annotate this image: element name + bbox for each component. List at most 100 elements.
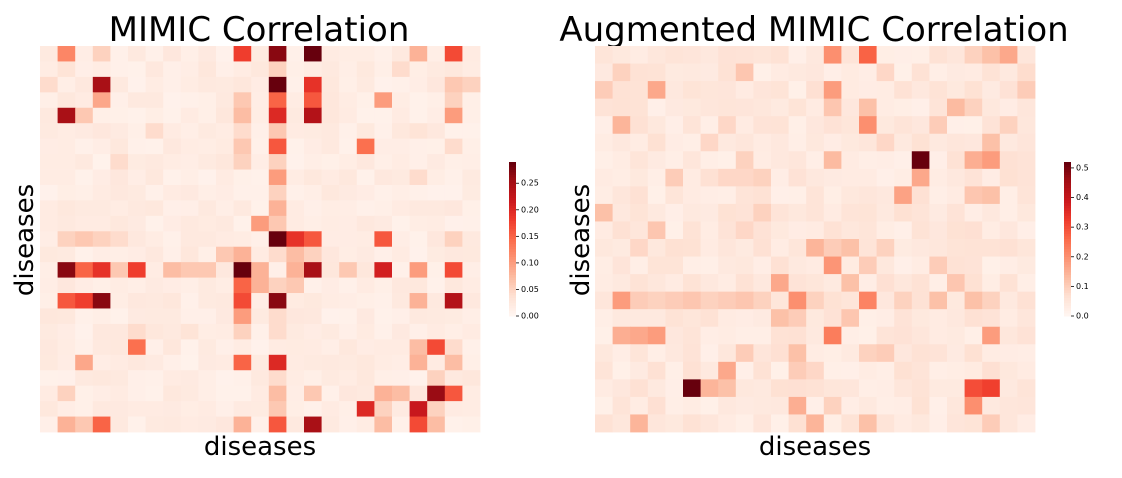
heatmap-cell [982,274,1001,293]
colorbar-segment [1064,241,1071,245]
heatmap-cell [841,344,860,363]
heatmap-cell [339,184,358,201]
heatmap-cell [356,385,375,402]
heatmap-cell [964,379,983,398]
heatmap-cell [92,370,111,387]
heatmap-cell [268,262,287,278]
heatmap-cell [841,203,860,222]
heatmap-cell [180,92,199,109]
heatmap-cell [929,414,948,433]
heatmap-cell [268,184,287,201]
heatmap-cell [771,256,789,275]
heatmap-cell [110,401,129,417]
heatmap-cell [683,151,701,170]
colorbar-segment [509,177,516,181]
heatmap-cell [392,76,410,93]
heatmap-cell [683,379,701,398]
x-axis-label: diseases [204,432,316,462]
heatmap-cell [180,385,199,402]
heatmap-cell [374,339,393,356]
heatmap-cell [356,138,375,155]
heatmap-cell [929,309,948,328]
heatmap-cell [198,293,217,309]
heatmap-cell [75,138,94,155]
heatmap-cell [612,239,631,257]
colorbar-tick-label: 0.1 [1076,282,1089,291]
heatmap-cell [110,370,129,387]
heatmap-cell [683,63,701,82]
heatmap-cell [841,274,860,293]
heatmap-cell [180,138,199,155]
heatmap-cell [894,274,913,293]
heatmap-cell [40,76,58,93]
heatmap-cell [128,323,146,340]
heatmap-cell [304,184,322,201]
heatmap-cell [647,151,666,170]
heatmap-cell [735,379,754,398]
heatmap-cell [110,76,129,93]
heatmap-cell [409,401,428,417]
heatmap-cell [859,133,877,152]
heatmap-cell [356,123,375,140]
colorbar-segment [1064,172,1071,176]
heatmap-cell [462,277,481,294]
heatmap-cell [700,326,719,345]
heatmap-cell [859,186,877,205]
heatmap-cell [339,200,358,217]
heatmap-cell [788,46,807,64]
heatmap-cell [321,416,340,433]
heatmap-cell [286,339,305,356]
heatmap-cell [876,151,895,170]
heatmap-cell [823,46,842,64]
y-axis-label: diseases [566,184,596,296]
heatmap-cell [198,308,217,325]
heatmap-cell [321,385,340,402]
colorbar-segment [1064,308,1071,312]
heatmap-cell [630,133,649,152]
heatmap-cell [771,379,789,398]
heatmap-cell [374,293,393,309]
heatmap-cell [700,98,719,117]
heatmap-cell [683,256,701,275]
colorbar-segment [1064,223,1071,227]
heatmap-cell [859,116,877,135]
heatmap-cell [427,339,446,356]
heatmap-cell [947,133,965,152]
heatmap-cell [665,361,684,380]
heatmap-cell [947,326,965,345]
heatmap-cell [392,61,410,78]
heatmap-cell [947,98,965,117]
heatmap-cell [964,63,983,82]
heatmap-cell [683,186,701,205]
heatmap-cell [612,133,631,152]
heatmap-cell [841,46,860,64]
heatmap-cell [198,277,217,294]
heatmap-cell [427,123,446,140]
heatmap-cell [145,107,164,124]
heatmap-cell [321,92,340,109]
heatmap-cell [339,231,358,248]
heatmap-cell [894,379,913,398]
heatmap-cell [718,151,737,170]
heatmap-cell [251,169,270,186]
heatmap-cell [718,326,737,345]
heatmap-cell [612,81,631,100]
heatmap-cell [57,61,76,78]
heatmap-cell [427,61,446,78]
heatmap-cell [999,133,1018,152]
heatmap-cell [198,169,217,186]
heatmap-cell [630,344,649,363]
colorbar-segment [509,182,516,186]
heatmap-cell [700,239,719,257]
heatmap-cell [665,309,684,328]
heatmap-cell [304,416,322,433]
heatmap-cell [700,379,719,398]
heatmap-cell [894,344,913,363]
heatmap-cell [40,46,58,62]
heatmap-cell [647,116,666,135]
heatmap-cell [356,107,375,124]
heatmap-cell [982,221,1001,240]
colorbar-segment [1064,213,1071,217]
heatmap-cell [356,370,375,387]
colorbar-segment [509,195,516,199]
